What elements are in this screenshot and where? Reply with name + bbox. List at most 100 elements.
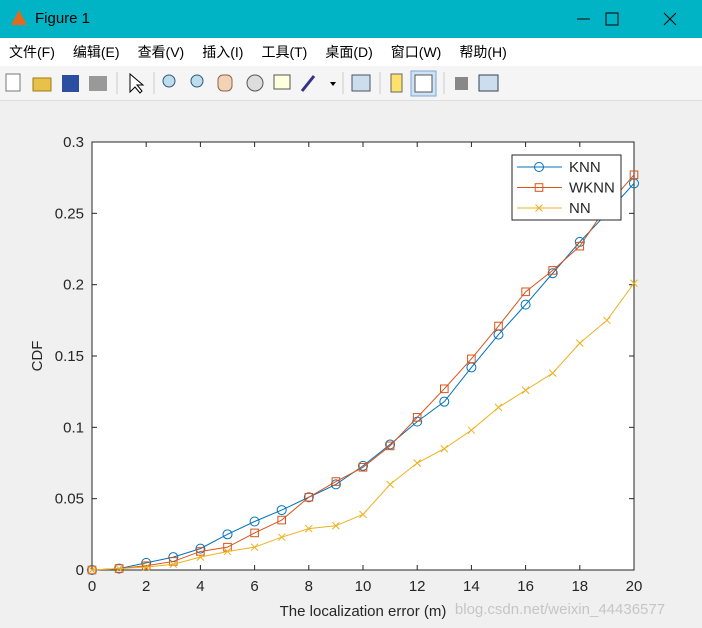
menu-item[interactable]: 桌面(D) <box>325 44 373 60</box>
marker <box>440 384 449 394</box>
close-button[interactable] <box>663 12 677 26</box>
marker <box>276 505 287 516</box>
marker <box>249 516 260 527</box>
marker <box>196 547 205 556</box>
app-icon <box>11 10 27 25</box>
y-tick-label: 0.1 <box>63 419 84 436</box>
marker <box>358 460 368 471</box>
menu-item[interactable]: 窗口(W) <box>390 44 442 60</box>
x-tick-label: 0 <box>88 578 96 595</box>
marker <box>439 396 450 407</box>
legend-icon <box>414 74 433 93</box>
menu-item[interactable]: 工具(T) <box>261 44 308 60</box>
marker <box>169 560 178 569</box>
marker <box>250 543 259 552</box>
marker <box>304 524 313 533</box>
menu-item[interactable]: 文件(F) <box>9 44 55 60</box>
title-icons <box>11 10 677 26</box>
line <box>91 183 635 571</box>
marker <box>386 480 394 489</box>
link-icon[interactable] <box>351 74 371 92</box>
x-tick-label: 14 <box>463 578 480 595</box>
marker <box>467 426 476 435</box>
colorbar-icon[interactable] <box>390 73 403 93</box>
zoom-out-icon[interactable] <box>190 74 204 88</box>
marker <box>141 561 151 571</box>
marker <box>304 492 314 502</box>
dock-icon[interactable] <box>478 74 499 92</box>
marker <box>277 515 286 525</box>
marker <box>385 441 395 451</box>
brush-icon[interactable] <box>300 75 316 92</box>
x-tick-label: 6 <box>250 578 258 595</box>
marker <box>277 533 286 542</box>
x-tick-label: 8 <box>305 578 313 595</box>
window-title: Figure 1 <box>35 10 91 27</box>
legend-label: NN <box>569 200 591 217</box>
pointer-icon[interactable] <box>129 72 145 94</box>
marker <box>196 553 205 562</box>
rotate-icon[interactable] <box>246 74 264 92</box>
marker <box>575 241 585 251</box>
new-icon[interactable] <box>5 73 21 92</box>
marker <box>603 316 611 325</box>
y-axis-label: CDF <box>29 341 46 372</box>
toolbar-icons <box>5 70 499 97</box>
marker <box>412 413 422 422</box>
pan-icon[interactable] <box>217 74 233 92</box>
print-icon[interactable] <box>89 76 107 91</box>
marker <box>467 354 476 364</box>
x-tick-label: 2 <box>142 578 150 595</box>
marker <box>250 528 259 538</box>
marker <box>575 339 584 348</box>
line <box>91 174 635 571</box>
zoom-in-icon[interactable] <box>162 74 176 88</box>
y-tick-label: 0.25 <box>55 205 84 222</box>
x-tick-label: 10 <box>355 578 372 595</box>
open-icon[interactable] <box>32 77 52 92</box>
dropdown[interactable] <box>330 82 336 86</box>
marker <box>548 266 558 275</box>
title-bar: Figure 1 <box>0 0 702 38</box>
menu-bar: 文件(F) 编辑(E) 查看(V) 插入(I) 工具(T) 桌面(D) 窗口(W) 帮助(H) <box>0 38 702 66</box>
marker <box>629 170 639 180</box>
x-axis-label: The localization error (m) <box>280 603 447 620</box>
menu-item[interactable]: 编辑(E) <box>72 44 120 60</box>
datatip-icon[interactable] <box>273 74 291 90</box>
y-tick-label: 0.15 <box>55 348 84 365</box>
marker <box>548 369 557 377</box>
marker <box>195 543 206 554</box>
marker <box>385 439 396 450</box>
marker <box>115 564 123 573</box>
x-tick-label: 4 <box>196 578 204 595</box>
marker <box>222 529 233 540</box>
y-tick-label: 0.2 <box>63 277 84 294</box>
marker <box>440 444 449 453</box>
legend-label: KNN <box>569 159 601 176</box>
series <box>88 279 638 574</box>
y-tick-label: 0.05 <box>55 491 84 508</box>
marker <box>547 268 558 279</box>
menu-item[interactable]: 插入(I) <box>202 44 244 60</box>
menu-item[interactable]: 帮助(H) <box>459 44 507 60</box>
marker <box>521 287 530 297</box>
marker <box>359 510 367 519</box>
y-tick-label: 0 <box>76 562 84 579</box>
marker <box>521 386 530 395</box>
marker <box>520 299 531 310</box>
menu-item[interactable]: 查看(V) <box>137 44 185 60</box>
toolbar <box>0 66 702 101</box>
series <box>87 170 639 575</box>
marker <box>494 321 503 331</box>
maximize-button[interactable] <box>605 12 619 26</box>
marker <box>169 557 178 566</box>
legend-marker <box>534 162 544 172</box>
x-tick-label: 12 <box>409 578 426 595</box>
save-icon[interactable] <box>62 75 79 92</box>
marker <box>630 279 638 288</box>
legend-label: WKNN <box>569 180 615 197</box>
marker <box>88 566 96 574</box>
hide-tools-icon[interactable] <box>455 77 468 90</box>
x-tick-label: 20 <box>626 578 643 595</box>
